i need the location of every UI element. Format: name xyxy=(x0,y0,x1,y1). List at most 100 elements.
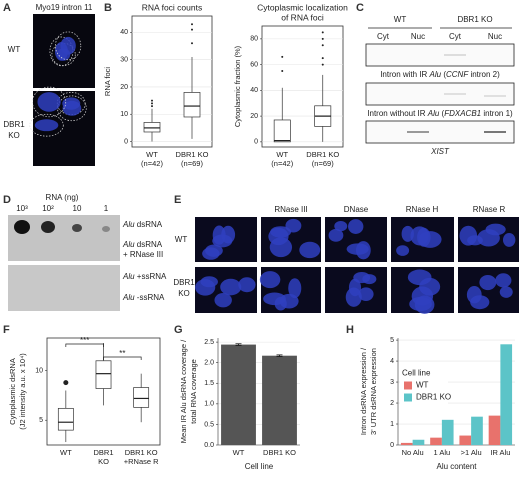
x-tick-label: (n=69) xyxy=(312,159,334,168)
y-tick-label: 1.0 xyxy=(204,401,214,408)
dot-blot xyxy=(8,265,120,311)
y-tick-label: 10 xyxy=(35,368,43,375)
x-tick-label: DBR1 KO xyxy=(125,448,158,457)
column-header: RNase III xyxy=(274,205,307,214)
y-tick-label: 2 xyxy=(390,400,394,407)
bar xyxy=(412,439,425,445)
nucleus xyxy=(288,278,302,299)
y-tick-label: 20 xyxy=(120,84,128,91)
outlier xyxy=(281,55,284,58)
fraction-header: Cyt xyxy=(449,32,462,41)
blot xyxy=(365,120,515,144)
x-tick-label: DBR1 xyxy=(93,448,113,457)
panel-label: A xyxy=(3,2,11,14)
blot-label: Alu +ssRNA xyxy=(122,272,167,281)
nucleus xyxy=(334,220,348,232)
y-tick-label: 10 xyxy=(120,111,128,118)
outlier xyxy=(151,102,153,105)
bar xyxy=(488,415,501,445)
y-tick-label: 40 xyxy=(250,87,258,94)
blot-label: Alu -ssRNA xyxy=(122,293,165,302)
box xyxy=(95,360,112,389)
nucleus xyxy=(34,119,59,132)
micrograph-group xyxy=(29,31,519,314)
blot-label: Alu dsRNA xyxy=(122,220,163,229)
bar xyxy=(441,419,454,445)
blot xyxy=(365,43,515,67)
row-label: DBR1 xyxy=(3,120,25,129)
bar xyxy=(221,344,256,445)
blot-caption: Intron with IR Alu (CCNF intron 2) xyxy=(380,70,500,79)
x-tick-label: WT xyxy=(146,150,158,159)
bar xyxy=(430,437,442,445)
fraction-header: Nuc xyxy=(488,32,502,41)
outlier xyxy=(151,105,153,108)
nucleus xyxy=(195,279,216,296)
column-header: DNase xyxy=(344,205,369,214)
cell-outline xyxy=(57,95,87,122)
significance-bracket xyxy=(65,343,104,347)
y-tick-label: 1.5 xyxy=(204,380,214,387)
outlier xyxy=(191,23,193,26)
y-tick-label: 80 xyxy=(250,36,258,43)
y-tick-label: 2.0 xyxy=(204,360,214,367)
y-tick-label: 5 xyxy=(39,417,43,424)
y-tick-label: 0 xyxy=(390,442,394,449)
y-tick-label: 60 xyxy=(250,61,258,68)
outlier xyxy=(321,63,324,66)
nucleus xyxy=(358,287,374,301)
legend-swatch xyxy=(404,381,412,390)
x-tick-label: +RNase R xyxy=(124,457,159,466)
blot-caption: XIST xyxy=(430,147,450,156)
nucleus xyxy=(37,92,61,112)
x-tick-label: (n=42) xyxy=(271,159,293,168)
y-tick-label: 2.5 xyxy=(204,339,214,346)
y-tick-label: 20 xyxy=(250,113,258,120)
blot xyxy=(365,82,515,106)
legend-title: Cell line xyxy=(402,369,431,378)
dot xyxy=(72,224,82,232)
y-tick-label: 0 xyxy=(124,138,128,145)
y-axis-label: RNA foci xyxy=(103,67,112,97)
significance-label: ** xyxy=(119,349,125,358)
legend-label: WT xyxy=(416,381,429,390)
outlier xyxy=(321,57,324,60)
nucleus xyxy=(263,292,286,306)
x-tick-label: DBR1 KO xyxy=(263,448,296,457)
error-bar xyxy=(276,354,283,357)
nucleus xyxy=(328,228,344,242)
nucleus xyxy=(214,292,232,308)
outlier xyxy=(321,37,324,40)
legend-label: DBR1 KO xyxy=(416,393,451,402)
nucleus xyxy=(467,235,483,246)
blot-label: + RNase III xyxy=(123,250,163,259)
y-tick-label: 5 xyxy=(390,337,394,344)
nucleus xyxy=(419,277,441,296)
legend-swatch xyxy=(404,393,412,402)
y-axis-label: Intron dsRNA expression / xyxy=(359,347,368,435)
y-axis-label: total RNA coverage xyxy=(189,359,198,424)
nucleus xyxy=(479,274,497,291)
panel-label: B xyxy=(104,2,112,14)
nucleus xyxy=(485,223,506,236)
y-axis-label: Cytoplasmic dsRNA xyxy=(8,358,17,425)
row-label: KO xyxy=(178,289,190,298)
box xyxy=(273,119,291,143)
y-tick-label: 4 xyxy=(390,358,394,365)
nucleus xyxy=(62,100,82,116)
amount-label: 10² xyxy=(42,204,54,213)
y-axis-label: Cytoplasmic fraction (%) xyxy=(233,45,242,127)
nucleus xyxy=(299,241,321,259)
group-header: WT xyxy=(394,15,407,24)
nucleus xyxy=(502,232,516,247)
band xyxy=(444,54,466,56)
cell-outline xyxy=(51,42,76,67)
nucleus xyxy=(212,225,226,245)
significance-bracket xyxy=(103,356,142,360)
outlier xyxy=(321,31,324,34)
bar xyxy=(500,344,513,445)
bar xyxy=(459,435,472,445)
x-tick-label: WT xyxy=(276,150,288,159)
x-tick-label: DBR1 KO xyxy=(306,150,339,159)
